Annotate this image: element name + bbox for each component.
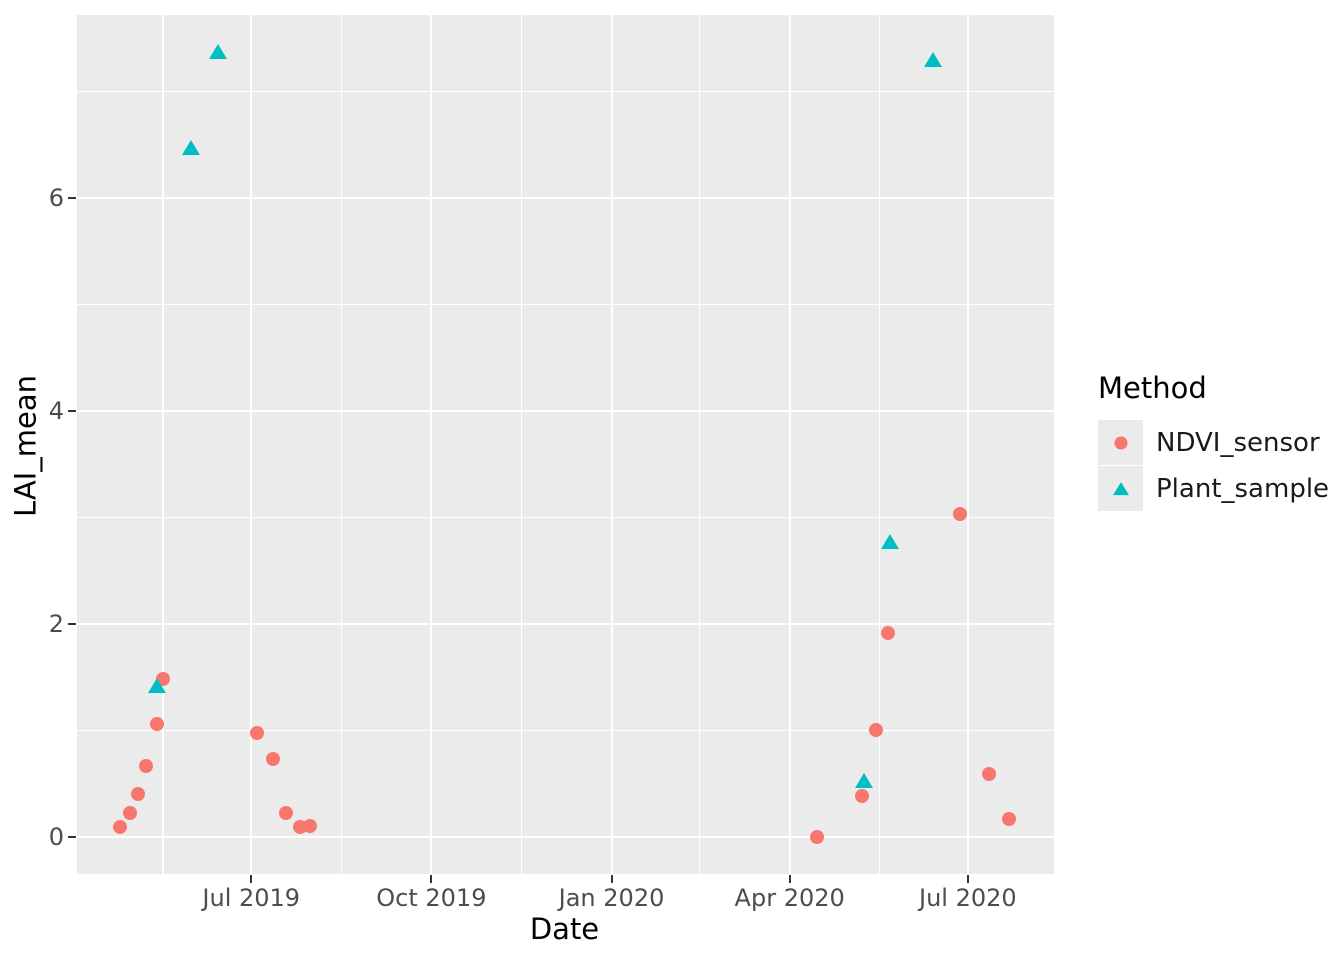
data-point-ndvi_sensor [868,723,883,738]
x-tick-label: Oct 2019 [376,884,487,912]
data-point-ndvi_sensor [855,789,870,804]
gridline-minor [878,15,881,874]
gridline-major [77,197,1054,200]
data-point-ndvi_sensor [122,806,137,821]
x-tick-mark [430,875,433,883]
data-point-ndvi_sensor [810,829,825,844]
triangle-glyph [1112,481,1129,495]
circle-glyph [1114,436,1127,449]
data-point-ndvi_sensor [279,806,294,821]
x-tick-mark [610,875,613,883]
data-point-ndvi_sensor [138,759,153,774]
data-point-ndvi_sensor [113,820,128,835]
data-point-ndvi_sensor [150,716,165,731]
y-tick-mark [68,622,76,625]
gridline-major [610,15,613,874]
y-axis-title: LAI_mean [8,374,43,517]
x-tick-mark [788,875,791,883]
gridline-minor [77,729,1054,732]
gridline-minor [77,516,1054,519]
gridline-major [430,15,433,874]
legend-item-label: Plant_sample [1156,473,1330,504]
legend-item-plant-sample: Plant_sample [1098,466,1329,511]
y-tick-label: 0 [48,822,64,851]
gridline-major [966,15,969,874]
data-point-plant_sample [148,677,167,693]
gridline-minor [77,303,1054,306]
data-point-plant_sample [880,533,899,549]
data-point-plant_sample [923,51,942,67]
data-point-ndvi_sensor [982,766,997,781]
data-point-plant_sample [855,773,874,789]
x-tick-mark [966,875,969,883]
gridline-minor [77,90,1054,93]
legend: Method NDVI_sensor Plant_sample [1098,374,1329,512]
y-tick-label: 6 [48,184,64,213]
y-tick-mark [68,409,76,412]
legend-key-box [1098,466,1143,511]
y-tick-label: 2 [48,609,64,638]
x-tick-label: Apr 2020 [734,884,845,912]
data-point-ndvi_sensor [130,787,145,802]
gridline-minor [162,15,164,874]
legend-item-ndvi-sensor: NDVI_sensor [1098,420,1329,465]
legend-title: Method [1098,371,1207,405]
gridline-minor [520,15,523,874]
data-point-plant_sample [181,140,200,156]
data-point-ndvi_sensor [880,626,895,641]
legend-key-box [1098,420,1143,465]
x-tick-mark [250,875,253,883]
y-tick-mark [68,197,76,200]
data-point-plant_sample [208,44,227,60]
data-point-ndvi_sensor [953,507,968,522]
x-tick-label: Jul 2019 [202,884,301,912]
x-tick-label: Jul 2020 [919,884,1017,912]
x-tick-label: Jan 2020 [558,884,665,912]
gridline-minor [698,15,701,874]
gridline-major [77,409,1054,412]
x-axis-title: Date [529,912,600,946]
y-tick-label: 4 [48,396,64,425]
plot-panel [77,15,1054,874]
gridline-major [250,15,253,874]
y-tick-mark [68,835,76,838]
data-point-ndvi_sensor [250,726,265,741]
gridline-major [788,15,791,874]
data-point-ndvi_sensor [265,752,280,767]
gridline-minor [340,15,343,874]
gridline-major [77,835,1054,838]
legend-item-label: NDVI_sensor [1156,427,1320,458]
gridline-major [77,622,1054,625]
data-point-ndvi_sensor [302,819,317,834]
data-point-ndvi_sensor [1001,811,1016,826]
